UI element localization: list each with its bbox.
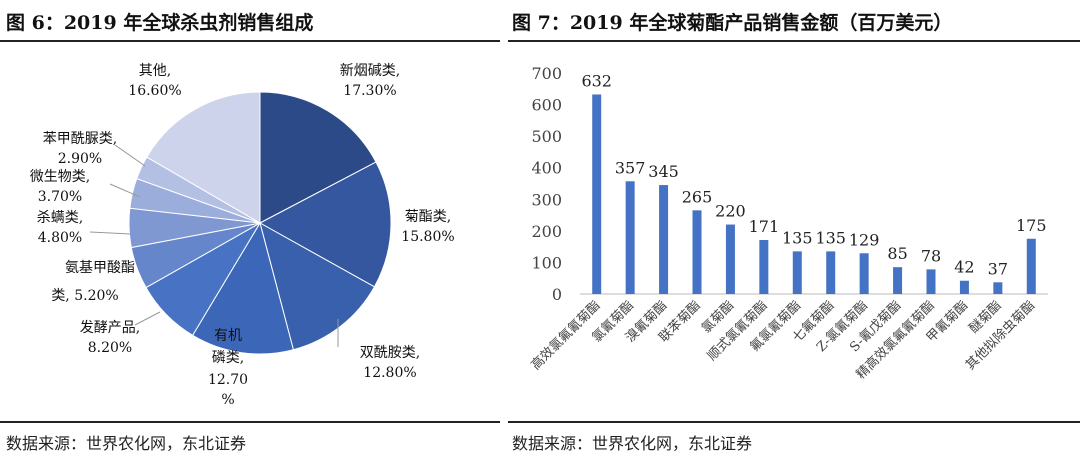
left-bottom-rule [0,421,500,423]
leader-line [109,183,141,198]
slice-label: 双酰胺类, [360,345,420,361]
bar [993,282,1003,294]
pie-slice [146,91,261,224]
y-tick-label: 100 [531,253,562,272]
bar [859,253,869,294]
left-title-rule [0,40,500,42]
left-source-note: 数据来源：世界农化网，东北证券 [6,434,247,453]
bar-value-label: 175 [1016,216,1047,235]
slice-label: 杀螨类, [37,210,83,226]
bar [826,251,836,294]
pie-slice [259,221,376,351]
bar [659,185,669,294]
pie-slice [259,91,377,224]
slice-label: 有机 [214,328,242,344]
bar [725,224,735,294]
bar [692,210,702,294]
right-title-rule [508,40,1080,42]
right-figure-title: 图 7：2019 年全球菊酯产品销售金额（百万美元） [512,12,953,34]
slice-percent: 16.60% [128,83,181,99]
bar-value-label: 37 [988,259,1008,278]
slice-percent: 4.80% [38,230,82,246]
bar [792,251,802,294]
bar-value-label: 220 [715,202,746,221]
bar [759,240,769,294]
bar [625,181,635,294]
bar-value-label: 632 [581,71,612,90]
slice-percent: 3.70% [38,189,82,205]
y-tick-label: 200 [531,222,562,241]
slice-label: 微生物类, [30,169,90,185]
bar [959,280,969,294]
slice-percent: 15.80% [401,229,454,245]
y-tick-label: 500 [531,127,562,146]
slice-percent: 2.90% [58,151,102,167]
bar-value-label: 171 [749,217,780,236]
slice-percent: 12.70 [208,372,248,388]
slice-label: 苯甲酰脲类, [43,130,117,147]
bar-value-label: 78 [921,246,941,265]
right-source-note: 数据来源：世界农化网，东北证券 [512,434,753,453]
slice-percent: 12.80% [363,365,416,381]
right-bottom-rule [508,421,1080,423]
bar [926,269,936,294]
left-figure-title: 图 6：2019 年全球杀虫剂销售组成 [6,12,314,34]
y-tick-label: 300 [531,190,562,209]
bar-value-label: 85 [887,244,907,263]
leader-line [134,311,161,326]
slice-percent: 类, 5.20% [51,288,118,304]
bar [1026,238,1036,294]
pie-slice [258,161,392,288]
slice-percent: 8.20% [88,340,132,356]
y-tick-label: 700 [531,64,562,83]
bar-value-label: 135 [782,228,813,247]
leader-line [114,144,146,167]
y-tick-label: 600 [531,96,562,115]
slice-label: 其他, [139,63,171,79]
bar-value-label: 265 [682,187,713,206]
pie-slice [191,221,294,355]
y-tick-label: 0 [552,285,562,304]
slice-percent: 17.30% [343,83,396,99]
slice-label: 氨基甲酸酯 [65,259,135,276]
slice-percent: % [221,392,234,408]
slice-label: 菊酯类, [405,209,451,225]
slice-label: 发酵产品, [80,320,140,336]
bar-value-label: 42 [954,258,974,277]
bar-value-label: 357 [615,158,646,177]
bar-value-label: 135 [815,228,846,247]
bar [893,267,903,294]
y-tick-label: 400 [531,159,562,178]
leader-line [89,231,131,235]
bar [592,94,602,294]
bar-value-label: 345 [648,162,679,181]
slice-label: 磷类, [212,350,244,366]
bar-value-label: 129 [849,230,880,249]
slice-label: 新烟碱类, [340,63,400,79]
